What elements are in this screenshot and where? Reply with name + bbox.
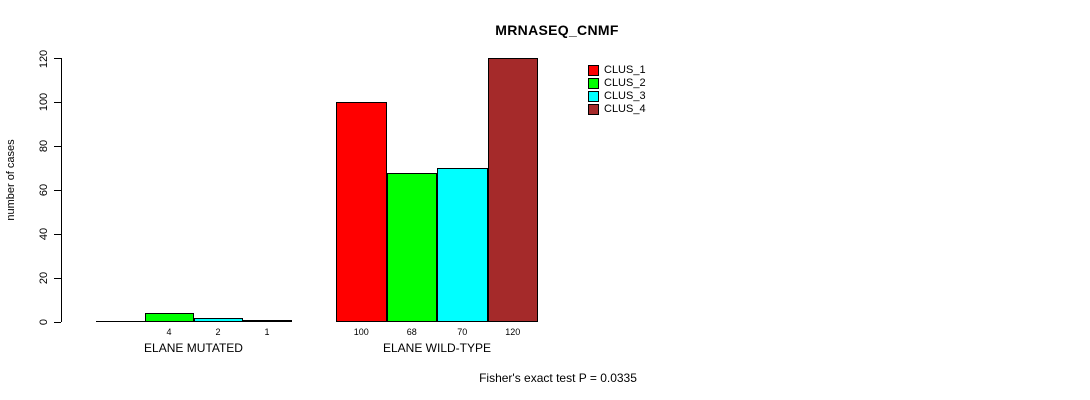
annotation-fisher-test: Fisher's exact test P = 0.0335: [479, 371, 637, 385]
legend-label: CLUS_2: [604, 77, 646, 89]
bar-value-label: 120: [505, 327, 521, 337]
bar: [193, 318, 243, 322]
x-group-label: ELANE WILD-TYPE: [382, 341, 492, 355]
legend-row: CLUS_3: [588, 91, 646, 102]
legend-swatch: [588, 78, 599, 89]
legend-swatch: [588, 91, 599, 102]
x-group-label: ELANE MUTATED: [144, 341, 243, 355]
y-tick-label: 0: [38, 318, 50, 326]
legend-label: CLUS_3: [604, 90, 646, 102]
bar-value-label: 2: [215, 327, 221, 337]
chart-title: MRNASEQ_CNMF: [495, 22, 619, 38]
y-tick-label: 120: [38, 49, 50, 68]
bar-value-label: 100: [353, 327, 369, 337]
y-axis-tick: [54, 189, 61, 191]
y-axis-tick: [54, 101, 61, 103]
bar-value-label: 1: [264, 327, 270, 337]
bar-zero: [95, 321, 145, 322]
y-axis-line: [61, 58, 62, 322]
y-tick-label: 100: [38, 93, 50, 112]
bar-value-label: 68: [406, 327, 417, 337]
y-tick-label: 40: [38, 228, 50, 241]
y-axis-tick: [54, 321, 61, 323]
y-tick-label: 60: [38, 184, 50, 197]
bar: [487, 58, 538, 322]
legend-row: CLUS_2: [588, 78, 646, 89]
legend-row: CLUS_1: [588, 65, 646, 76]
legend: CLUS_1 CLUS_2 CLUS_3 CLUS_4: [588, 65, 646, 115]
y-axis-tick: [54, 233, 61, 235]
legend-label: CLUS_1: [604, 64, 646, 76]
legend-row: CLUS_4: [588, 104, 646, 115]
bar: [437, 168, 488, 322]
bar-value-label: 4: [166, 327, 172, 337]
bar: [336, 102, 387, 322]
bar: [144, 313, 194, 322]
legend-label: CLUS_4: [604, 103, 646, 115]
y-axis-tick: [54, 145, 61, 147]
legend-swatch: [588, 104, 599, 115]
legend-swatch: [588, 65, 599, 76]
bar: [242, 320, 292, 322]
bar-value-label: 70: [457, 327, 468, 337]
y-axis-tick: [54, 277, 61, 279]
y-axis-tick: [54, 58, 61, 59]
y-tick-label: 80: [38, 140, 50, 153]
bar: [386, 173, 437, 322]
y-tick-label: 20: [38, 271, 50, 285]
